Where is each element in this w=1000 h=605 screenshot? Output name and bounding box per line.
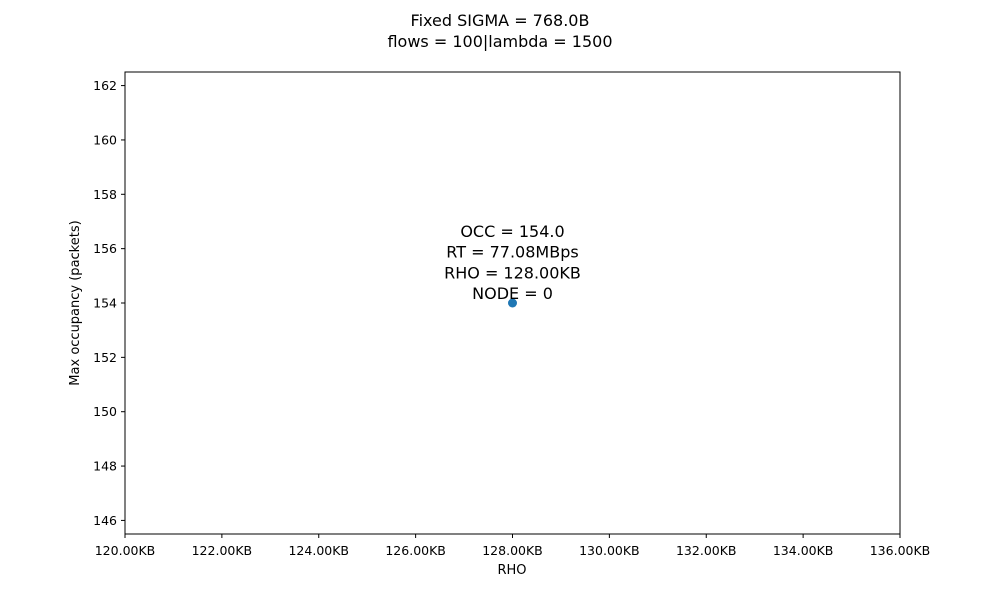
y-axis-ticks: 146 148 150 152 154 156 158 160 162 bbox=[93, 78, 125, 528]
x-axis-label: RHO bbox=[497, 563, 526, 578]
y-axis-label: Max occupancy (packets) bbox=[68, 220, 83, 385]
x-tick-label: 126.00KB bbox=[385, 543, 446, 558]
annotation-line: RT = 77.08MBps bbox=[446, 243, 578, 262]
y-tick-label: 146 bbox=[93, 513, 117, 528]
y-tick-label: 158 bbox=[93, 187, 117, 202]
x-tick-label: 124.00KB bbox=[288, 543, 349, 558]
y-tick-label: 160 bbox=[93, 132, 117, 147]
x-tick-label: 136.00KB bbox=[870, 543, 931, 558]
x-tick-label: 122.00KB bbox=[192, 543, 253, 558]
y-tick-label: 156 bbox=[93, 241, 117, 256]
chart-title: Fixed SIGMA = 768.0B bbox=[411, 11, 590, 30]
annotation-line: RHO = 128.00KB bbox=[444, 263, 581, 282]
x-tick-label: 120.00KB bbox=[95, 543, 156, 558]
chart-subtitle: flows = 100|lambda = 1500 bbox=[387, 32, 612, 51]
x-tick-label: 132.00KB bbox=[676, 543, 737, 558]
data-point bbox=[508, 298, 517, 308]
x-tick-label: 130.00KB bbox=[579, 543, 640, 558]
y-tick-label: 148 bbox=[93, 459, 117, 474]
x-tick-label: 128.00KB bbox=[482, 543, 543, 558]
y-tick-label: 152 bbox=[93, 350, 117, 365]
y-tick-label: 154 bbox=[93, 296, 117, 311]
data-points bbox=[508, 298, 517, 308]
x-axis-ticks: 120.00KB 122.00KB 124.00KB 126.00KB 128.00KB… bbox=[95, 534, 931, 558]
x-tick-label: 134.00KB bbox=[773, 543, 834, 558]
annotation-line: NODE = 0 bbox=[472, 284, 553, 303]
y-tick-label: 150 bbox=[93, 404, 117, 419]
annotation-line: OCC = 154.0 bbox=[460, 222, 564, 241]
y-tick-label: 162 bbox=[93, 78, 117, 93]
